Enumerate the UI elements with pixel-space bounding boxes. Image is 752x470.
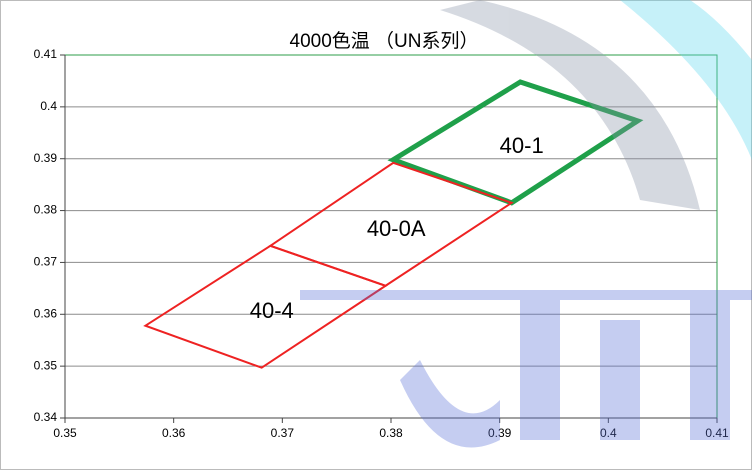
y-tick-label: 0.34 <box>34 410 58 424</box>
x-tick-label: 0.41 <box>705 426 729 440</box>
plot-border <box>65 54 718 418</box>
x-tick-label: 0.37 <box>271 426 295 440</box>
chart-title: 4000色温 （UN系列） <box>290 30 479 52</box>
y-tick-label: 0.4 <box>40 99 57 113</box>
y-tick-label: 0.35 <box>34 358 58 372</box>
watermark-arc <box>440 0 700 210</box>
x-tick-label: 0.36 <box>162 426 186 440</box>
x-tick-label: 0.39 <box>488 426 512 440</box>
x-tick-label: 0.35 <box>53 426 77 440</box>
y-tick-label: 0.38 <box>34 203 58 217</box>
plot-background <box>65 55 717 418</box>
bin-label: 40-4 <box>250 298 294 323</box>
y-tick-label: 0.39 <box>34 151 58 165</box>
bin-label: 40-0A <box>367 216 426 241</box>
bin-label: 40-1 <box>500 133 544 158</box>
watermark-arc <box>620 0 752 160</box>
plot-area: 0.34 0.35 0.36 0.37 0.38 0.39 0.4 0.41 0.35 0.36 0… <box>34 47 729 440</box>
y-tick-label: 0.36 <box>34 306 58 320</box>
watermark <box>300 0 752 448</box>
watermark-logo <box>300 290 752 448</box>
x-tick-label: 0.38 <box>379 426 403 440</box>
bin-polygon <box>143 244 388 369</box>
x-tick-label: 0.4 <box>600 426 617 440</box>
y-tick-label: 0.37 <box>34 255 58 269</box>
y-tick-label: 0.41 <box>34 47 58 61</box>
